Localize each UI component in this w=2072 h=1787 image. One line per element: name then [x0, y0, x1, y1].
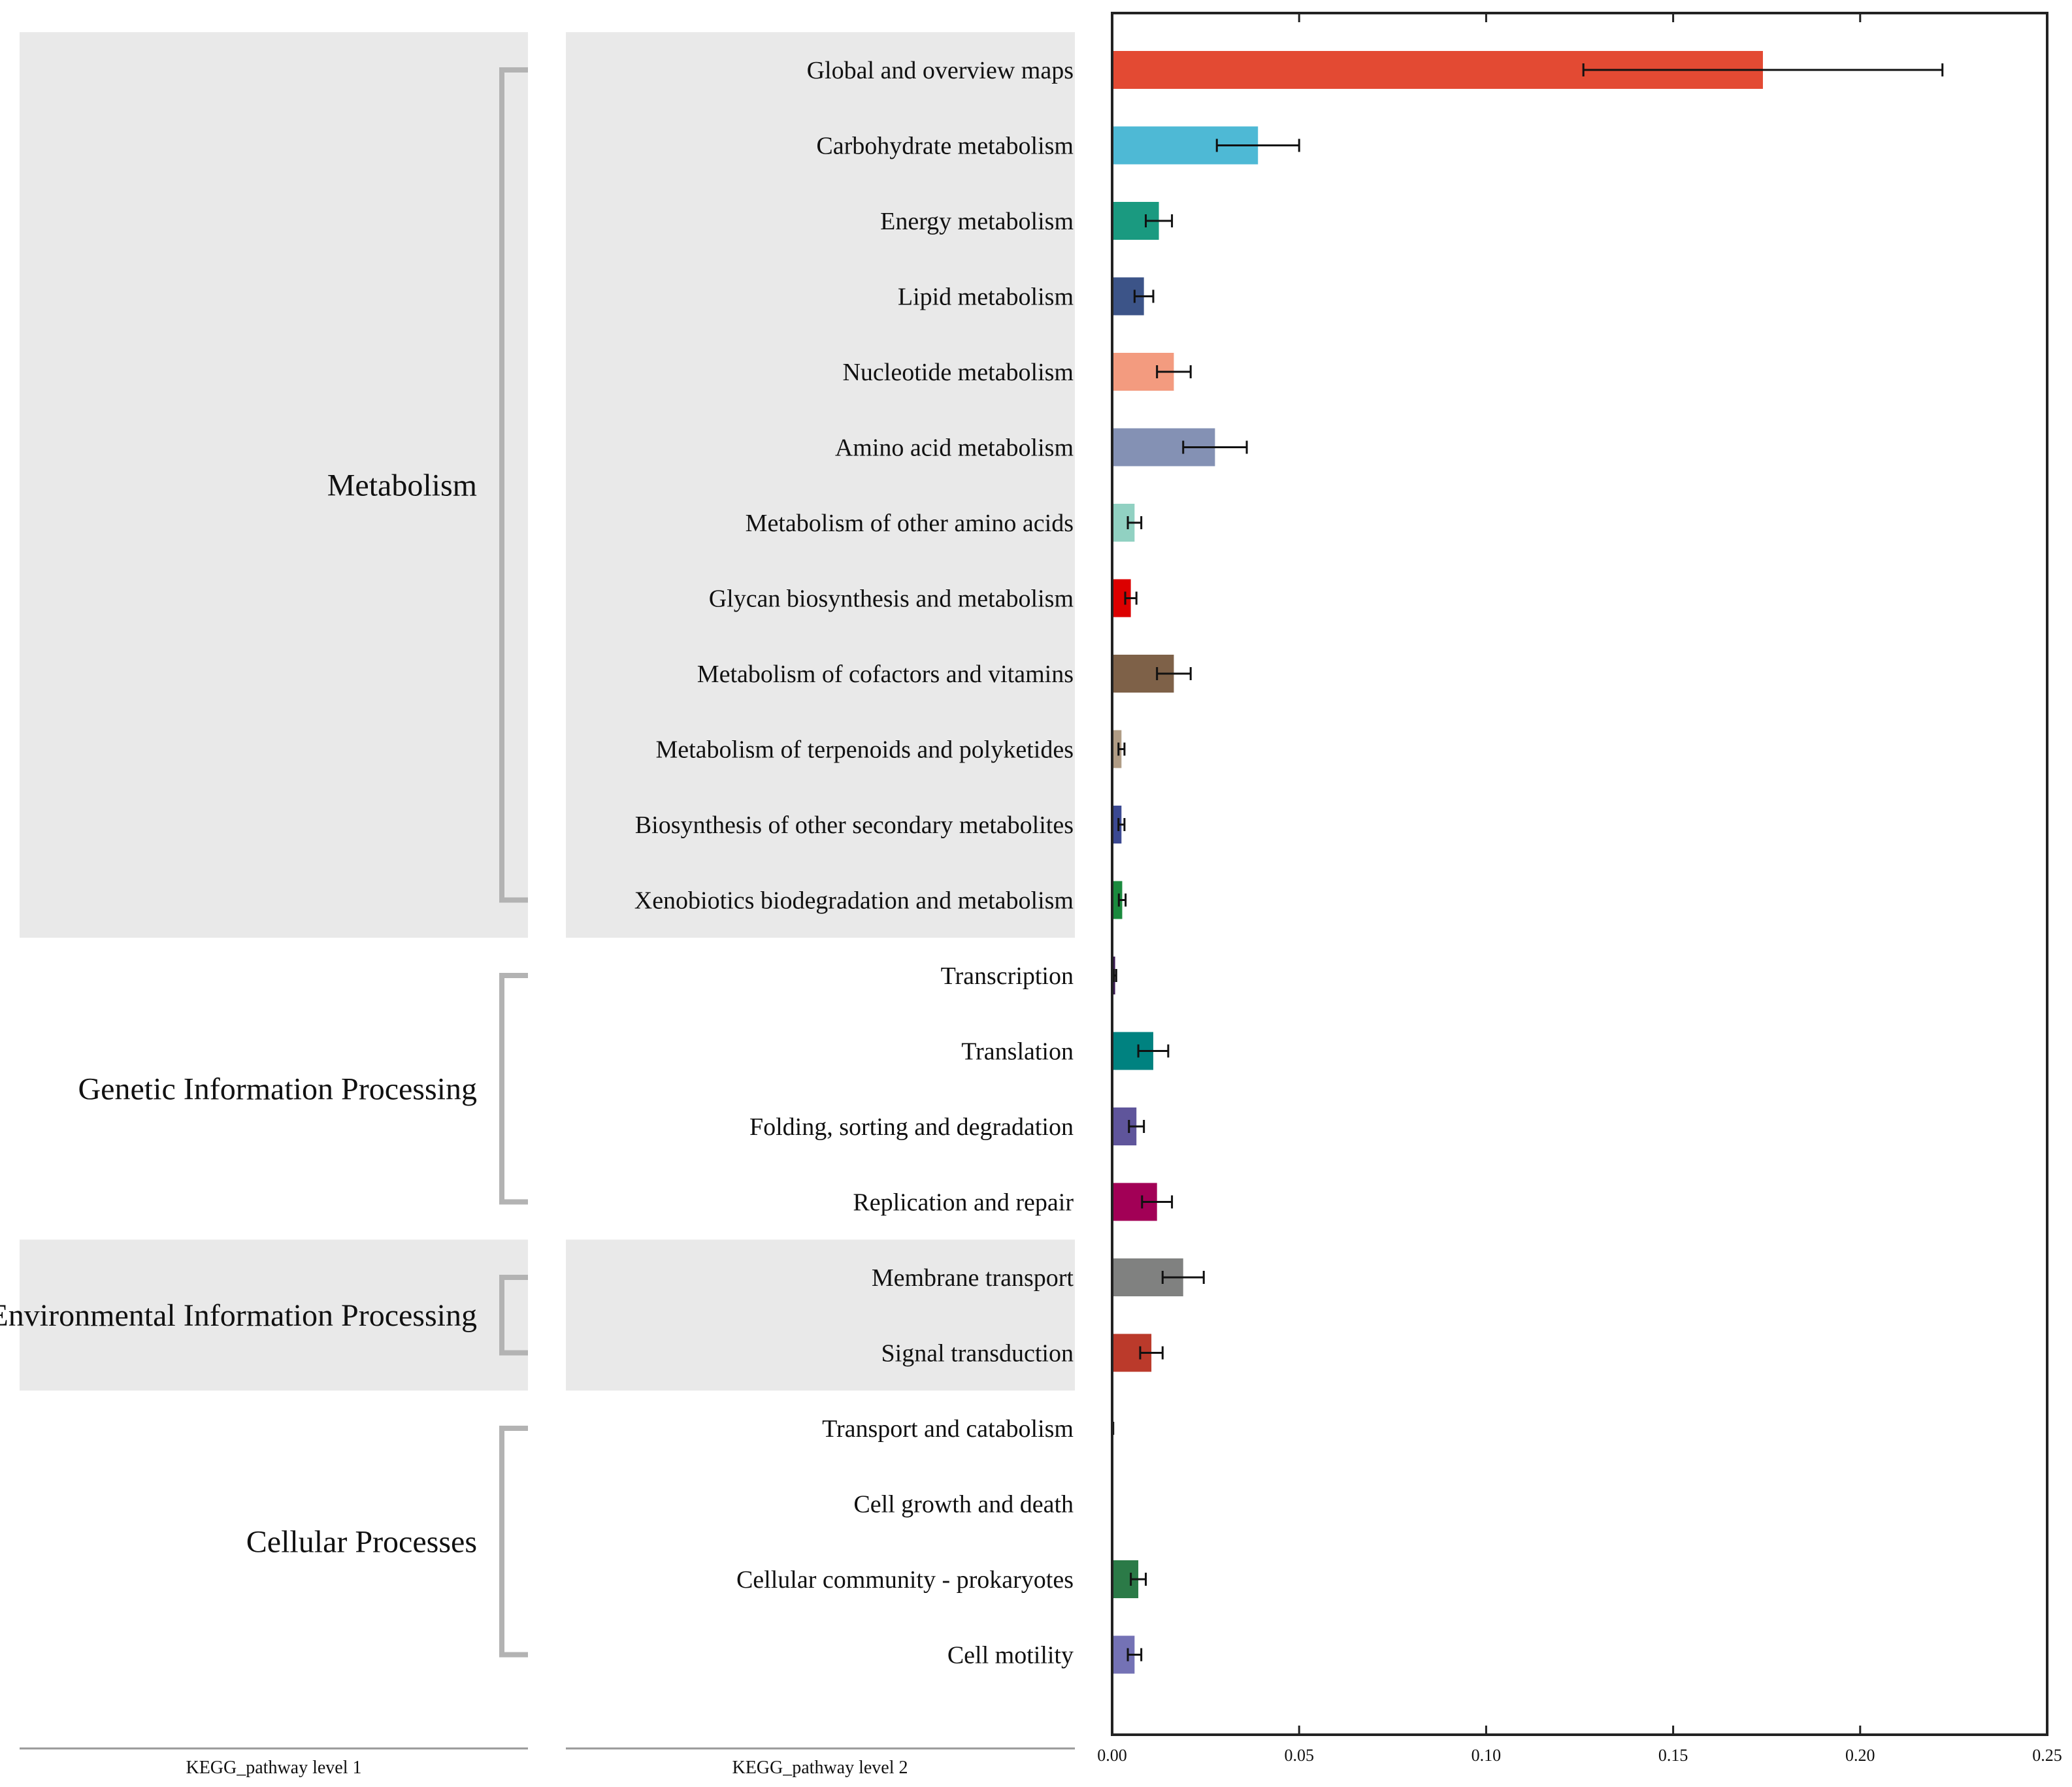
category-label: Amino acid metabolism [835, 434, 1074, 462]
error-bar [1156, 365, 1192, 378]
error-bar [1130, 1573, 1147, 1586]
group-bracket [499, 1426, 528, 1658]
error-bar [1141, 1195, 1174, 1209]
level1-title: KEGG_pathway level 1 [186, 1758, 361, 1778]
group-labels: Metabolism Genetic Information Processing… [0, 468, 477, 1559]
error-bar [1117, 818, 1126, 831]
error-bar [1582, 63, 1944, 76]
error-bar [1126, 516, 1143, 529]
error-bar [1156, 667, 1192, 680]
error-bar [1128, 1120, 1145, 1133]
bar [1112, 881, 1123, 919]
category-label: Biosynthesis of other secondary metaboli… [635, 812, 1074, 839]
category-label: Cell motility [947, 1642, 1074, 1669]
error-bar [1124, 591, 1138, 605]
error-bar [1117, 893, 1127, 907]
group-bands [20, 32, 1075, 1391]
category-label: Nucleotide metabolism [842, 359, 1074, 386]
group-band-level2 [566, 1239, 1075, 1391]
category-labels: Global and overview maps Carbohydrate met… [634, 57, 1074, 1669]
category-label: Membrane transport [872, 1264, 1074, 1292]
group-band-level1 [20, 1239, 528, 1391]
bar [1112, 806, 1122, 844]
x-tick-label: 0.05 [1284, 1746, 1314, 1765]
category-label: Transport and catabolism [822, 1415, 1074, 1443]
error-bar [1215, 139, 1300, 152]
category-label: Cellular community - prokaryotes [736, 1566, 1074, 1594]
group-bracket [499, 973, 528, 1205]
plot-axes: 0.00 0.05 0.10 0.15 0.20 0.25 [1097, 12, 2062, 1765]
group-brackets [499, 67, 528, 1658]
x-tick-label: 0.15 [1658, 1746, 1688, 1765]
category-label: Translation [961, 1038, 1074, 1066]
category-label: Cell growth and death [853, 1491, 1074, 1518]
category-label: Folding, sorting and degradation [749, 1113, 1074, 1141]
x-tick-label: 0.00 [1097, 1746, 1127, 1765]
group-label: Metabolism [327, 468, 477, 502]
category-label: Signal transduction [881, 1340, 1074, 1368]
group-bracket [499, 67, 528, 903]
category-label: Metabolism of terpenoids and polyketides [655, 736, 1074, 764]
panel-titles: KEGG_pathway level 1 KEGG_pathway level … [20, 1747, 1075, 1778]
group-band-level1 [20, 32, 528, 938]
category-label: Xenobiotics biodegradation and metabolis… [634, 887, 1074, 915]
category-label: Carbohydrate metabolism [816, 133, 1074, 160]
error-bar [1133, 289, 1155, 303]
x-tick-label: 0.10 [1472, 1746, 1502, 1765]
error-bar [1182, 440, 1248, 454]
error-bar [1126, 1648, 1143, 1662]
error-bar [1113, 969, 1117, 982]
group-bracket [499, 1275, 528, 1356]
category-label: Lipid metabolism [898, 284, 1074, 311]
category-label: Metabolism of other amino acids [746, 510, 1074, 537]
category-label: Metabolism of cofactors and vitamins [697, 661, 1074, 688]
category-label: Energy metabolism [880, 208, 1074, 235]
group-label: Environmental Information Processing [0, 1298, 477, 1333]
error-bar [1161, 1271, 1205, 1284]
category-label: Transcription [941, 962, 1074, 990]
bar [1112, 730, 1122, 768]
group-band-level2 [566, 32, 1075, 938]
plot-frame [1111, 12, 2048, 1736]
error-bar [1137, 1044, 1170, 1058]
category-label: Replication and repair [853, 1189, 1074, 1217]
error-bars [1111, 63, 1944, 1662]
error-bar [1139, 1346, 1164, 1360]
category-label: Global and overview maps [807, 57, 1074, 84]
category-label: Glycan biosynthesis and metabolism [709, 585, 1074, 613]
group-label: Genetic Information Processing [78, 1072, 478, 1106]
x-tick-label: 0.20 [1845, 1746, 1875, 1765]
error-bar [1145, 214, 1174, 227]
bars [1112, 51, 1763, 1674]
level2-title: KEGG_pathway level 2 [732, 1758, 908, 1778]
x-tick-label: 0.25 [2032, 1746, 2062, 1765]
group-label: Cellular Processes [246, 1524, 477, 1559]
error-bar [1117, 742, 1126, 756]
